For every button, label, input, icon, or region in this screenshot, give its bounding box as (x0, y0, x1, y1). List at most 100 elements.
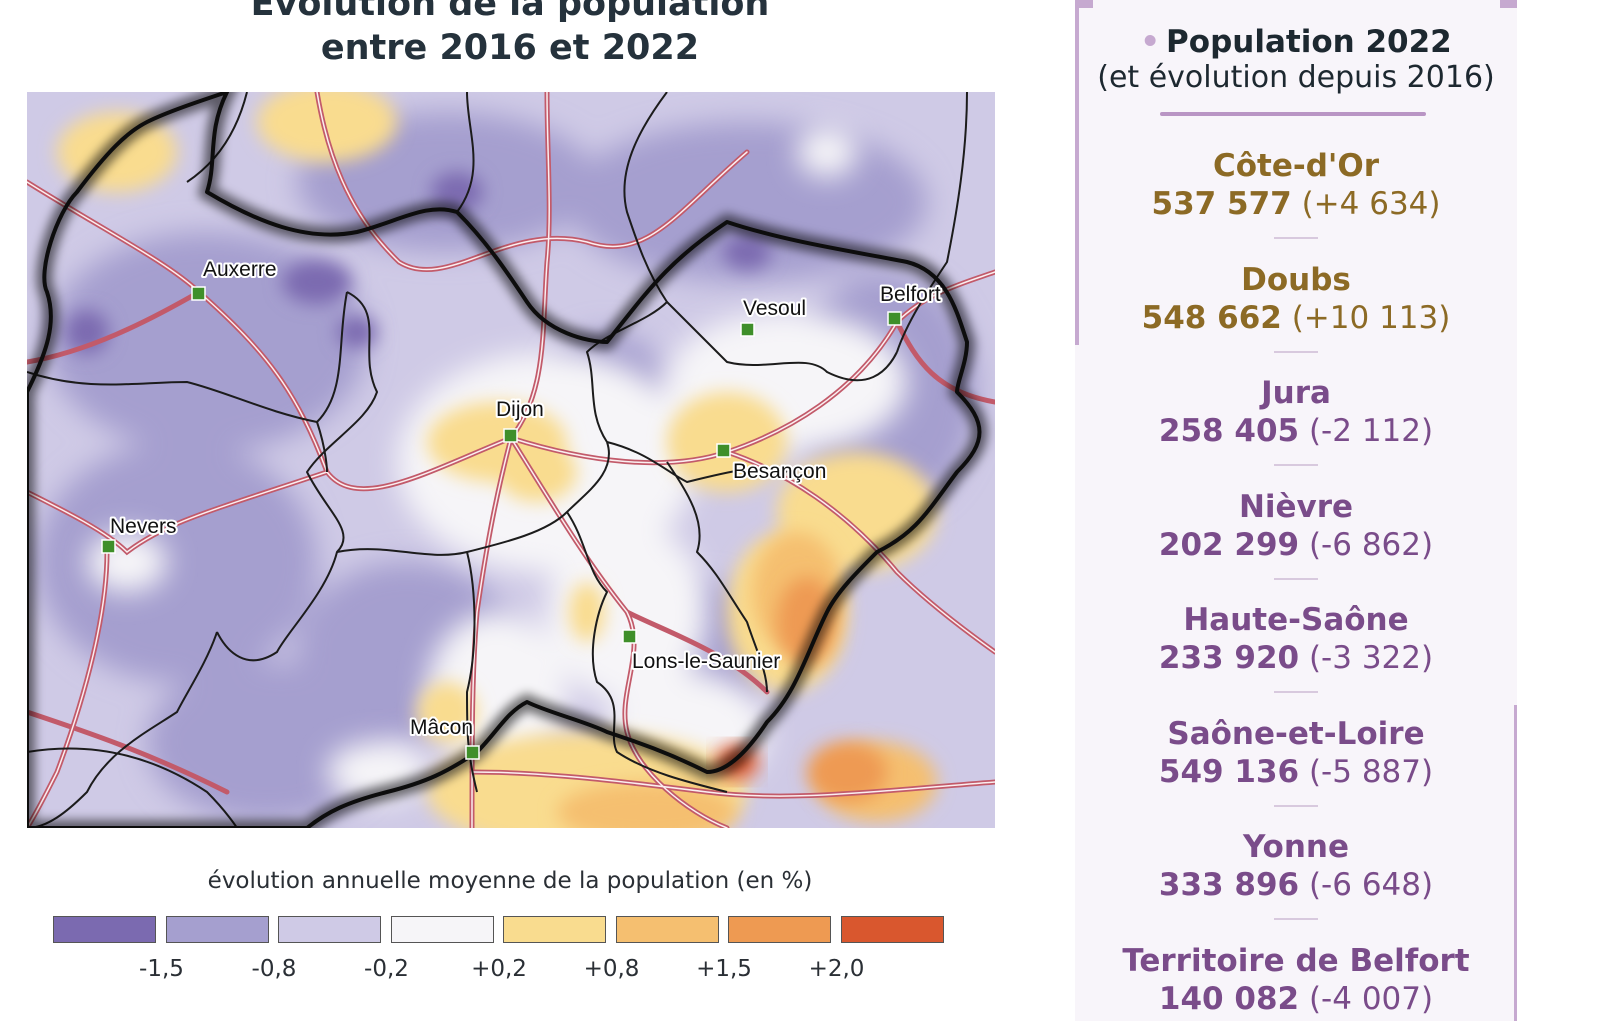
department-name: Yonne (1242, 829, 1350, 865)
map-title: Évolution de la population entre 2016 et… (250, 0, 770, 70)
department-separator (1274, 464, 1318, 466)
panel-divider (1160, 112, 1426, 116)
department-name: Doubs (1241, 261, 1351, 298)
legend-swatch (615, 916, 719, 943)
city-label-nevers: Nevers (110, 515, 177, 538)
legend-swatch (390, 916, 494, 943)
department-change: (+4 634) (1291, 186, 1441, 222)
city-nevers[interactable]: Nevers (101, 513, 179, 554)
city-macon[interactable]: Mâcon (408, 714, 480, 760)
department-population: 140 082 (1158, 980, 1300, 1017)
department-population: 537 577 (1151, 186, 1292, 222)
city-vesoul[interactable]: Vesoul (740, 295, 808, 337)
department-population: 233 920 (1158, 640, 1300, 676)
panel-corner-right (1500, 0, 1517, 8)
department-name: Nièvre (1238, 488, 1354, 525)
panel-title: • Population 2022 (1075, 24, 1517, 60)
city-label-auxerre: Auxerre (203, 258, 277, 281)
panel-accent-bar-right (1514, 705, 1517, 1021)
very-strong-growth-zones (777, 577, 887, 802)
department-item: Nièvre 202 299 (-6 862) (1075, 488, 1517, 580)
department-population: 548 662 (1141, 299, 1282, 336)
city-besancon[interactable]: Besançon (716, 443, 828, 485)
department-item: Territoire de Belfort 140 082 (-4 007) (1075, 942, 1517, 1018)
department-values: 537 577 (+4 634) (1075, 185, 1517, 223)
department-separator (1274, 691, 1318, 693)
city-marker-macon[interactable] (465, 745, 480, 760)
legend-tick-label: +0,8 (583, 956, 640, 982)
city-marker-lons-le-saunier[interactable] (622, 629, 637, 644)
legend-swatch (503, 916, 606, 943)
department-population: 202 299 (1158, 526, 1300, 563)
legend-tick-label: -0,8 (251, 956, 297, 982)
department-separator (1274, 577, 1318, 580)
department-values: 233 920 (-3 322) (1075, 639, 1517, 677)
legend-swatch (165, 916, 269, 943)
panel-subtitle: (et évolution depuis 2016) (1097, 60, 1495, 95)
department-separator (1274, 237, 1318, 239)
department-change: (-6 648) (1299, 867, 1434, 903)
department-change: (-3 322) (1299, 640, 1434, 676)
department-item: Saône-et-Loire 549 136 (-5 887) (1075, 715, 1517, 807)
department-population: 549 136 (1158, 753, 1300, 790)
department-change: (-6 862) (1299, 526, 1434, 563)
department-separator (1274, 918, 1318, 920)
department-values: 548 662 (+10 113) (1075, 299, 1517, 337)
department-item: Côte-d'Or 537 577 (+4 634) (1075, 147, 1517, 239)
city-label-belfort: Belfort (880, 283, 941, 306)
city-label-vesoul: Vesoul (743, 297, 806, 320)
legend-swatch (728, 916, 831, 943)
strong-decline-zones (65, 172, 771, 354)
department-change: (-2 112) (1299, 413, 1434, 449)
city-marker-nevers[interactable] (101, 539, 116, 554)
department-name: Territoire de Belfort (1122, 942, 1470, 979)
legend-swatch (278, 916, 381, 943)
department-item: Jura 258 405 (-2 112) (1075, 374, 1517, 466)
legend-title: évolution annuelle moyenne de la populat… (207, 868, 813, 894)
city-markers: Auxerre Vesoul Belfort Dijon Besançon Ne… (101, 256, 943, 760)
city-marker-vesoul[interactable] (740, 322, 755, 337)
map-title-line1: Évolution de la population (250, 0, 770, 24)
city-label-macon: Mâcon (410, 716, 473, 739)
map-raster (27, 92, 995, 828)
panel-accent-bar-left (1075, 0, 1079, 345)
city-marker-besancon[interactable] (716, 443, 731, 458)
city-auxerre[interactable]: Auxerre (191, 256, 279, 301)
region-boundary (27, 92, 982, 828)
department-item: Haute-Saône 233 920 (-3 322) (1075, 601, 1517, 693)
map-title-line2: entre 2016 et 2022 (320, 28, 700, 68)
city-dijon[interactable]: Dijon (494, 396, 546, 443)
city-label-lons-le-saunier: Lons-le-Saunier (632, 650, 780, 673)
department-name: Jura (1261, 375, 1331, 411)
city-marker-auxerre[interactable] (191, 286, 206, 301)
department-values: 549 136 (-5 887) (1075, 753, 1517, 791)
population-change-map: Auxerre Vesoul Belfort Dijon Besançon Ne… (27, 92, 995, 828)
department-population: 333 896 (1158, 867, 1300, 903)
city-marker-dijon[interactable] (503, 428, 518, 443)
department-values: 140 082 (-4 007) (1075, 980, 1517, 1018)
department-name: Saône-et-Loire (1167, 715, 1425, 752)
department-name: Haute-Saône (1183, 602, 1409, 638)
city-marker-belfort[interactable] (887, 311, 902, 326)
department-boundaries (27, 92, 968, 828)
legend-tick-label: +1,5 (696, 956, 752, 982)
population-panel (1075, 0, 1517, 1021)
legend-swatch (53, 916, 156, 943)
city-label-besancon: Besançon (733, 460, 826, 483)
city-label-dijon: Dijon (496, 398, 544, 421)
legend-tick-label: -1,5 (139, 956, 184, 982)
department-name: Côte-d'Or (1212, 148, 1380, 184)
department-item: Yonne 333 896 (-6 648) (1075, 828, 1517, 920)
department-change: (+10 113) (1281, 299, 1451, 336)
map-svg: Auxerre Vesoul Belfort Dijon Besançon Ne… (27, 92, 995, 828)
department-separator (1274, 350, 1318, 353)
city-lons-le-saunier[interactable]: Lons-le-Saunier (622, 629, 782, 675)
bullet-icon: • (1140, 24, 1161, 60)
legend-tick-label: -0,2 (364, 956, 409, 982)
department-separator (1274, 804, 1318, 807)
department-change: (-4 007) (1299, 980, 1434, 1017)
city-belfort[interactable]: Belfort (878, 281, 943, 326)
department-population: 258 405 (1158, 413, 1300, 449)
legend-tick-label: +0,2 (471, 956, 527, 982)
department-values: 258 405 (-2 112) (1075, 412, 1517, 450)
